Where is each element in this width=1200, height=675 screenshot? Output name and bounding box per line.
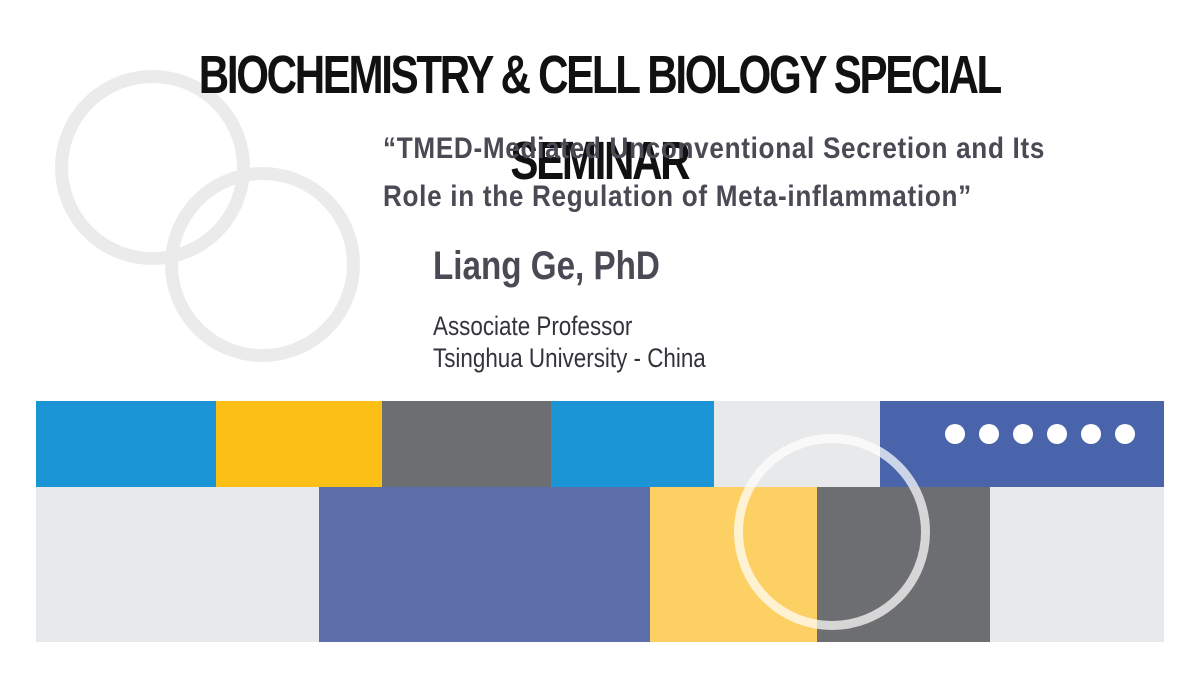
speaker-institution: Tsinghua University - China bbox=[433, 343, 706, 373]
dot-icon bbox=[1013, 424, 1033, 444]
block-blue-1 bbox=[36, 401, 216, 487]
block-indigo-1 bbox=[880, 401, 1164, 487]
block-periwinkle-1 bbox=[319, 487, 650, 642]
dots-decoration bbox=[945, 424, 1135, 444]
speaker-name: Liang Ge, PhD bbox=[433, 244, 660, 288]
talk-title-line-2: Role in the Regulation of Meta-inflammat… bbox=[383, 180, 972, 213]
ring-banner bbox=[734, 434, 930, 630]
seminar-title: BIOCHEMISTRY & CELL BIOLOGY SPECIAL SEMI… bbox=[198, 45, 1003, 191]
dot-icon bbox=[1115, 424, 1135, 444]
speaker-affiliation: Associate Professor Tsinghua University … bbox=[433, 310, 706, 374]
speaker-position: Associate Professor bbox=[433, 311, 633, 341]
talk-title: “TMED-Mediated Unconventional Secretion … bbox=[383, 125, 1045, 221]
block-gray-1 bbox=[382, 401, 551, 487]
dot-icon bbox=[979, 424, 999, 444]
dot-icon bbox=[1081, 424, 1101, 444]
block-light-2 bbox=[36, 487, 319, 642]
block-yellow-1 bbox=[216, 401, 382, 487]
block-light-3 bbox=[990, 487, 1164, 642]
dot-icon bbox=[945, 424, 965, 444]
block-blue-2 bbox=[551, 401, 714, 487]
talk-title-line-1: “TMED-Mediated Unconventional Secretion … bbox=[383, 132, 1046, 165]
dot-icon bbox=[1047, 424, 1067, 444]
